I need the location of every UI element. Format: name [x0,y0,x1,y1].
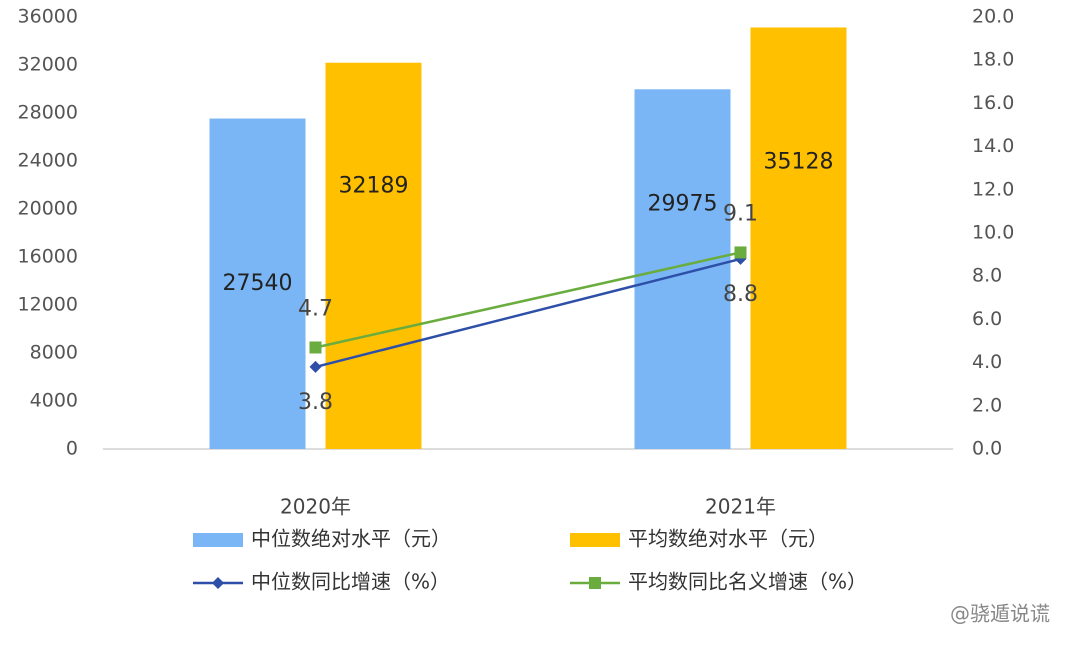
x-tick-label: 2021年 [705,495,776,519]
y-tick-label: 12000 [18,294,78,316]
legend-label: 中位数绝对水平（元） [251,527,451,551]
legend-marker [212,577,224,589]
y-tick-label: 28000 [18,102,78,124]
line-marker [309,360,322,373]
line-marker [734,246,747,259]
data-label: 4.7 [298,296,333,321]
line-marker [309,341,322,354]
y-tick-label: 0 [66,438,78,460]
y-tick-label: 16000 [18,246,78,268]
legend-label: 平均数同比名义增速（%） [628,570,867,594]
y2-tick-label: 18.0 [972,49,1014,71]
y2-tick-label: 16.0 [972,92,1014,114]
y2-tick-label: 0.0 [972,438,1002,460]
y2-tick-label: 4.0 [972,351,1002,373]
y2-tick-label: 2.0 [972,394,1002,416]
y-tick-label: 20000 [18,198,78,220]
data-label: 27540 [223,271,293,296]
y2-tick-label: 14.0 [972,135,1014,157]
data-label: 29975 [648,191,718,216]
legend-label: 平均数绝对水平（元） [628,527,828,551]
y2-tick-label: 12.0 [972,178,1014,200]
y2-tick-label: 8.0 [972,265,1002,287]
line [315,251,741,349]
y2-tick-label: 20.0 [972,6,1014,28]
bar [634,89,731,450]
data-label: 35128 [764,149,834,174]
bar [325,62,422,450]
y-tick-label: 8000 [30,342,78,364]
y-tick-label: 24000 [18,150,78,172]
data-label: 8.8 [723,282,758,307]
y-tick-label: 4000 [30,390,78,412]
line-marker [734,252,747,265]
data-label: 3.8 [298,390,333,415]
y-tick-label: 36000 [18,6,78,28]
x-tick-label: 2020年 [280,495,351,519]
watermark: @骁遁说谎 [950,602,1050,626]
legend-swatch [193,533,243,547]
y2-tick-label: 6.0 [972,308,1002,330]
data-label: 32189 [339,173,409,198]
y-tick-label: 32000 [18,54,78,76]
y2-tick-label: 10.0 [972,222,1014,244]
legend-swatch [570,533,620,547]
data-label: 9.1 [723,201,758,226]
legend-label: 中位数同比增速（%） [251,570,450,594]
legend-marker [589,577,601,589]
line [315,257,741,369]
bar [209,118,306,450]
bar [750,27,847,450]
